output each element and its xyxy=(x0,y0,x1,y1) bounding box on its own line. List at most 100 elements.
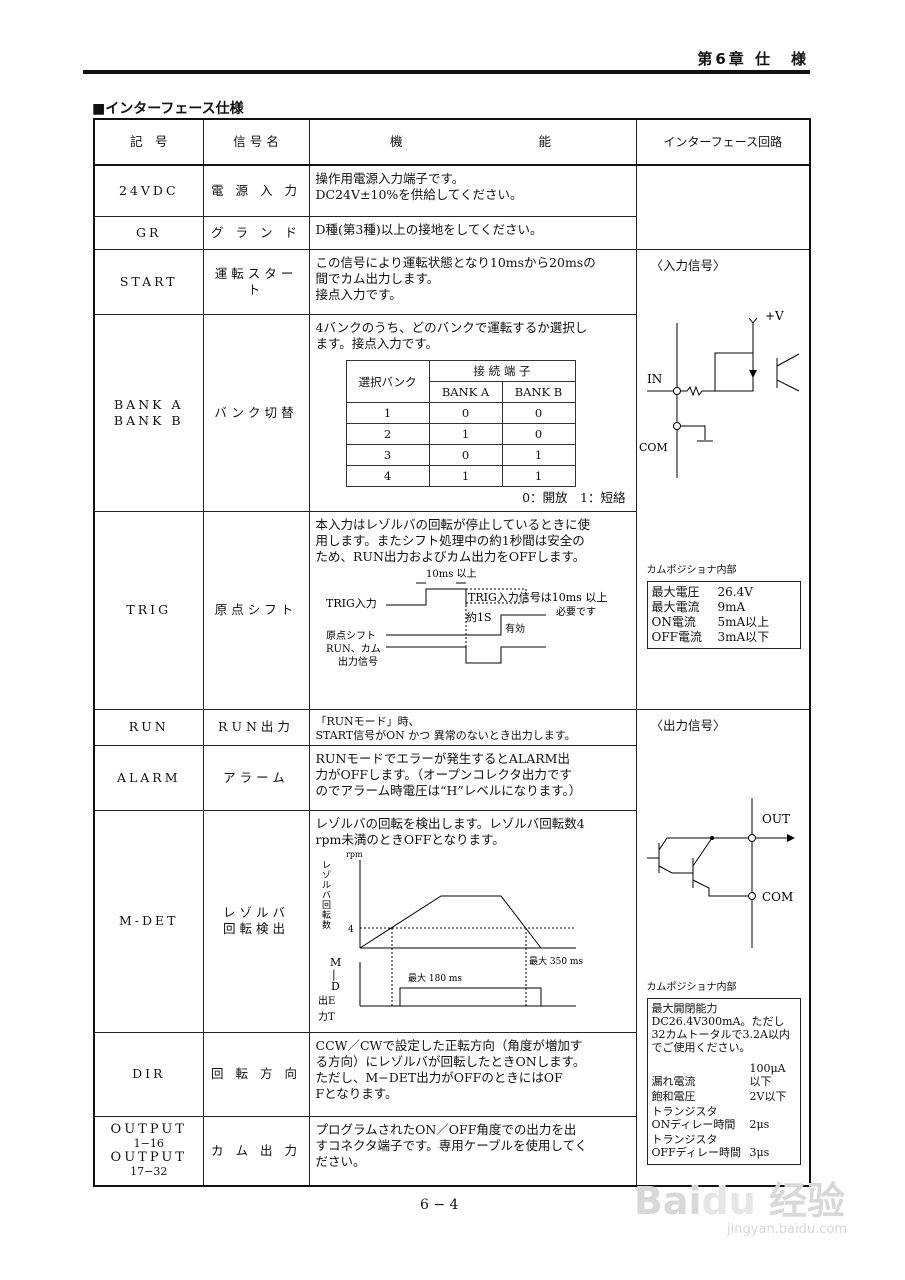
function-line: 用します。またシフト処理中の約1秒間は安全の xyxy=(315,532,585,548)
function-line: 間でカム出力します。 xyxy=(315,270,440,286)
bank-cell: 0 xyxy=(501,402,576,425)
diagram-mark: 出E xyxy=(318,994,335,1007)
diagram-mark xyxy=(680,385,715,396)
diagram-mark xyxy=(385,614,546,636)
diagram-mark: M xyxy=(330,956,341,969)
diagram-mark xyxy=(658,865,693,873)
table-row: RUN RUN出力 「RUNモード」時、 START信号がON かつ 異常のないと… xyxy=(93,708,811,1187)
function-line: のでアラーム時電圧は“H”レベルになります。） xyxy=(315,782,582,798)
signal-name: カ ム 出 力 xyxy=(202,1115,310,1187)
signal-name: アラーム xyxy=(202,744,310,811)
symbol-line: BANK B xyxy=(113,413,184,429)
output-signal-title: 〈出力信号〉 xyxy=(650,717,726,733)
spec-value: 9mA xyxy=(717,599,746,614)
function-line: ださい。 xyxy=(315,1153,366,1169)
signal-symbol: 24VDC xyxy=(93,164,204,217)
mdet-timing-diagram: rpm レゾルバ回転数 4 最大 180 ms 最大 350 ms M|D出E 力… xyxy=(318,850,583,1023)
label: COM xyxy=(639,441,668,454)
table-row: 24VDC 電 源 入 力 操作用電源入力端子です。 DC24V±10%を供給して… xyxy=(93,164,811,250)
name-line: 電 源 入 力 xyxy=(211,182,301,198)
function-line: る方向）にレゾルバが回転したときONします。 xyxy=(315,1053,586,1069)
function-line: プログラムされたON／OFF角度での出力を出 xyxy=(315,1121,577,1137)
signal-name: グ ラ ン ド xyxy=(202,215,310,250)
symbol-line: BANK A xyxy=(114,397,184,413)
diagram-mark: 力T xyxy=(318,1010,335,1023)
spec-value: 2μs xyxy=(749,1117,770,1131)
function-line: ます。接点入力です。 xyxy=(315,336,439,352)
symbol-line: M-DET xyxy=(118,913,179,928)
function-line: START信号がON かつ 異常のないとき出力します。 xyxy=(315,728,576,742)
header-rule xyxy=(83,70,810,74)
function-line: レゾルバの回転を検出します。レゾルバ回転数4 xyxy=(315,815,585,831)
table-row: OUTPUT 1−16 OUTPUT 17−32 カ ム 出 力 プログラムされたON… xyxy=(93,1115,810,1187)
signal-symbol: GR xyxy=(93,215,204,250)
label: 原点シフト xyxy=(326,630,376,642)
bank-note: 0：開放 1：短絡 xyxy=(522,490,626,506)
symbol-line: 24VDC xyxy=(118,182,179,198)
table-row: ALARM アラーム RUNモードでエラーが発生するとALARM出 力がOFFしま… xyxy=(93,744,810,811)
diagram-mark: D xyxy=(331,980,340,993)
function-line: CCW／CWで設定した正転方向（角度が増加す xyxy=(315,1037,583,1053)
diagram-mark xyxy=(714,352,753,391)
interface-cell-input: 〈入力信号〉 IN +V COM カムポジショナ内部 最大電圧 26.4V 最大電流… xyxy=(635,248,811,710)
signal-symbol: BANK A BANK B xyxy=(93,314,204,512)
bank-header: BANK A xyxy=(428,381,503,404)
signal-function: 「RUNモード」時、 START信号がON かつ 異常のないとき出力します。 xyxy=(308,708,637,746)
signal-function: 4バンクのうち、どのバンクで運転するか選択し ます。接点入力です。 選択バンク接 … xyxy=(308,314,637,512)
ylabel-char: 回 xyxy=(322,900,331,911)
function-line: 本入力はレゾルバの回転が停止しているときに使 xyxy=(315,516,591,532)
diagram-mark xyxy=(680,425,705,440)
trig-timing-diagram: 10ms 以上 TRIG入力 TRIG入力信号は10ms 以上 必要です 約1S… xyxy=(326,568,607,668)
col-header: 記 号 xyxy=(93,118,204,166)
input-circuit-diagram: IN +V COM xyxy=(639,309,799,478)
caption: カムポジショナ内部 xyxy=(646,981,737,993)
diagram-mark xyxy=(747,833,756,842)
signal-symbol: START xyxy=(93,248,204,316)
signal-name: 原点シフト xyxy=(202,510,310,710)
signal-symbol: OUTPUT 1−16 OUTPUT 17−32 xyxy=(93,1115,204,1187)
spec-label: 最大電圧 xyxy=(651,584,700,599)
diagram-mark xyxy=(658,837,748,850)
name-line: 原点シフト xyxy=(214,602,298,618)
label: rpm xyxy=(346,850,363,859)
diagram-mark xyxy=(776,353,799,366)
label: RUN、カム xyxy=(326,643,381,655)
label: TRIG入力信号は10ms 以上 xyxy=(468,591,607,604)
symbol-line: OUTPUT xyxy=(110,1121,187,1137)
name-line: レゾルバ xyxy=(222,905,289,920)
function-line: ただし、M−DET出力がOFFのときにはOF xyxy=(315,1069,563,1085)
page-number: 6 − 4 xyxy=(420,1197,459,1213)
signal-function: CCW／CWで設定した正転方向（角度が増加す る方向）にレゾルバが回転したときON… xyxy=(308,1031,637,1117)
ylabel-char: 転 xyxy=(322,910,331,921)
name-line: グ ラ ン ド xyxy=(211,224,301,240)
name-line: 回転検出 xyxy=(222,921,289,936)
ylabel-char: ゾ xyxy=(322,870,331,881)
input-signal-title: 〈入力信号〉 xyxy=(650,257,726,273)
label: 最大 350 ms xyxy=(529,955,583,967)
table-row: DIR 回 転 方 向 CCW／CWで設定した正転方向（角度が増加す る方向）にレ… xyxy=(93,1031,810,1117)
table-row: M-DET レゾルバ 回転検出 レゾルバの回転を検出します。レゾルバ回転数4 rpm… xyxy=(93,809,810,1033)
spec-value: 26.4V xyxy=(717,584,753,599)
caption: カムポジショナ内部 xyxy=(646,564,737,576)
interface-cell-output: 〈出力信号〉 OUT COM カムポジショナ内部 最大開閉能力 DC26.4V30… xyxy=(635,708,811,1187)
label: TRIG入力 xyxy=(326,597,377,610)
signal-symbol: DIR xyxy=(93,1031,204,1117)
bank-cell: 1 xyxy=(345,402,430,425)
spec-value: 3mA以下 xyxy=(717,629,770,644)
signal-name: 運転スタート xyxy=(202,248,310,316)
bank-cell: 3 xyxy=(345,444,430,467)
signal-symbol: RUN xyxy=(93,708,204,746)
spec-row: 最大電圧 26.4V xyxy=(652,585,796,600)
label: 最大 180 ms xyxy=(408,972,462,984)
label: +V xyxy=(765,309,784,323)
function-line: ため、RUN出力およびカム出力をOFFします。 xyxy=(315,548,586,564)
table-header: 記 号 信 号 名 機 能 インターフェース回路 xyxy=(93,118,811,166)
bank-cell: 1 xyxy=(501,465,576,488)
ylabel-char: ル xyxy=(322,881,331,891)
symbol-line: OUTPUT xyxy=(110,1149,187,1165)
symbol-line: RUN xyxy=(128,719,169,734)
label: 10ms 以上 xyxy=(426,568,477,580)
diagram-mark xyxy=(359,987,541,1006)
